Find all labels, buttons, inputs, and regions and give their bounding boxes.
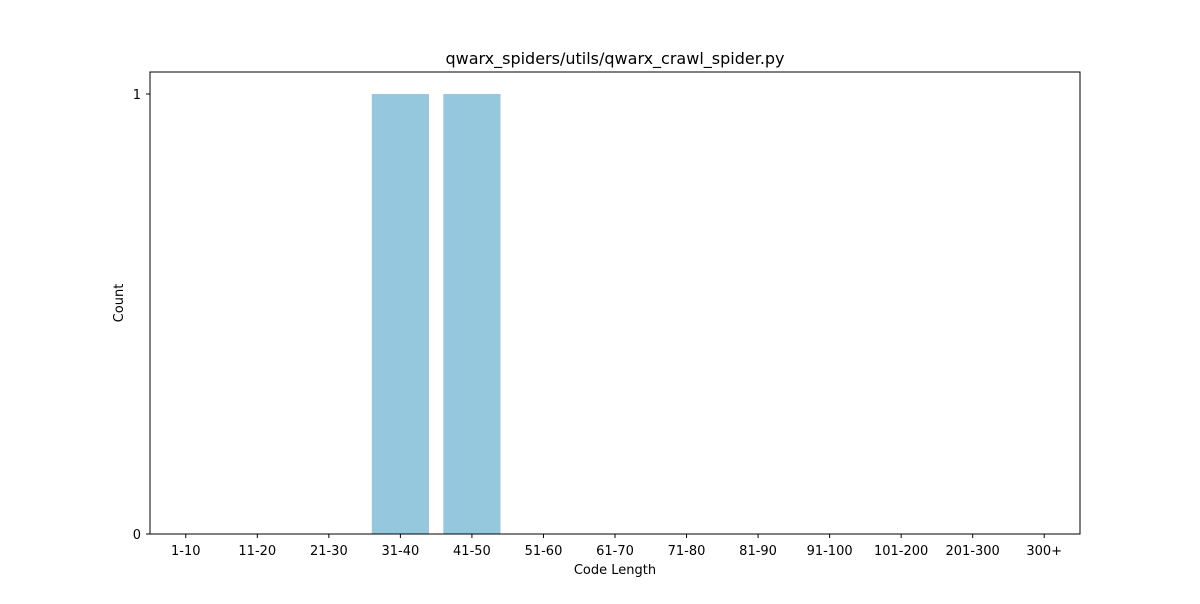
x-tick-label: 31-40 (381, 544, 419, 559)
y-axis: 01 (133, 88, 150, 543)
x-tick-label: 61-70 (596, 544, 634, 559)
x-axis-label: Code Length (574, 563, 656, 578)
y-tick-label: 0 (133, 528, 141, 543)
y-tick-label: 1 (133, 88, 141, 103)
x-tick-label: 1-10 (171, 544, 201, 559)
bars-layer (371, 94, 501, 534)
plot-frame (149, 71, 1081, 535)
x-tick-label: 71-80 (668, 544, 706, 559)
bar-41-50 (443, 94, 501, 534)
x-tick-label: 201-300 (946, 544, 1000, 559)
x-tick-label: 41-50 (453, 544, 491, 559)
x-tick-label: 11-20 (238, 544, 276, 559)
bar-31-40 (371, 94, 429, 534)
x-tick-label: 51-60 (525, 544, 563, 559)
x-tick-label: 91-100 (807, 544, 853, 559)
y-axis-label: Count (112, 284, 127, 323)
x-tick-label: 300+ (1026, 544, 1062, 559)
x-tick-label: 21-30 (310, 544, 348, 559)
x-tick-label: 81-90 (739, 544, 777, 559)
chart-title: qwarx_spiders/utils/qwarx_crawl_spider.p… (445, 49, 784, 69)
x-tick-label: 101-200 (874, 544, 928, 559)
x-axis: 1-10 11-20 21-30 31-40 41-50 51-60 61-70 71-80 8… (171, 534, 1062, 559)
